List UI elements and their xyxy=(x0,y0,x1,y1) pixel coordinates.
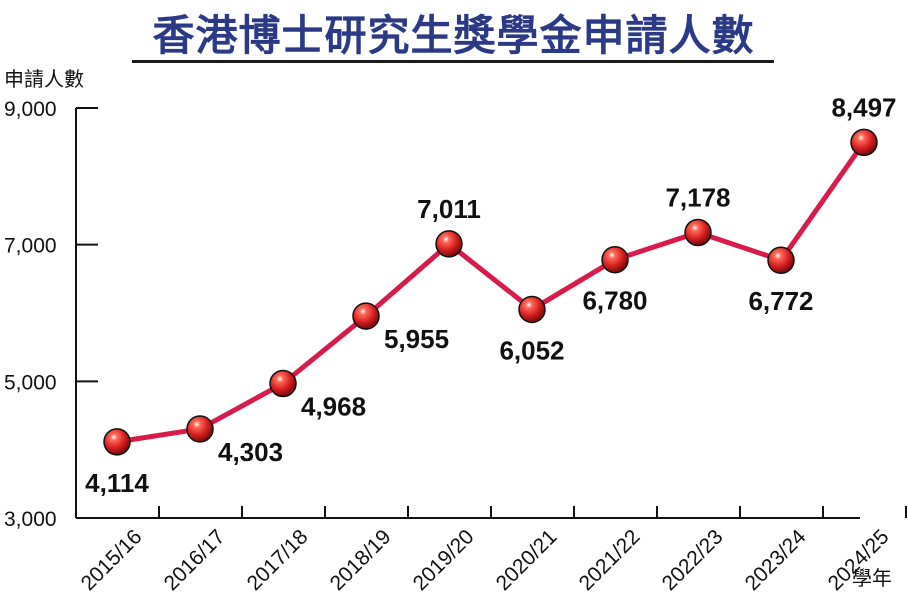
data-label: 7,011 xyxy=(417,194,481,224)
y-tick-label: 3,000 xyxy=(4,508,57,531)
data-label: 4,968 xyxy=(301,392,366,422)
data-label: 6,780 xyxy=(582,286,647,316)
y-tick-label: 5,000 xyxy=(4,371,57,394)
data-label: 7,178 xyxy=(665,183,730,213)
y-axis-label: 申請人數 xyxy=(4,67,84,91)
x-tick-label: 2022/23 xyxy=(658,525,728,595)
x-tick-label: 2023/24 xyxy=(741,525,811,595)
data-label: 4,114 xyxy=(85,468,149,498)
data-label: 4,303 xyxy=(218,437,283,467)
data-point-marker xyxy=(518,295,546,324)
data-point-marker xyxy=(352,302,380,330)
x-tick-label: 2016/17 xyxy=(160,525,230,595)
x-tick-label: 2019/20 xyxy=(409,525,479,595)
data-point-marker xyxy=(850,128,878,157)
chart-title: 香港博士研究生獎學金申請人數 xyxy=(152,11,755,60)
data-point-marker xyxy=(684,218,712,247)
x-tick-label: 2020/21 xyxy=(492,525,562,595)
data-point-marker xyxy=(435,230,463,258)
series-line xyxy=(116,140,867,445)
x-axis-label: 學年 xyxy=(852,566,892,590)
data-label: 8,497 xyxy=(831,92,896,122)
data-point-marker xyxy=(269,369,297,398)
data-point-marker xyxy=(186,415,214,443)
data-point-marker xyxy=(767,246,795,274)
data-label: 6,052 xyxy=(499,335,564,365)
x-tick-label: 2017/18 xyxy=(243,525,313,595)
title-underline xyxy=(132,60,774,63)
x-tick-label: 2015/16 xyxy=(77,525,147,595)
x-tick-label: 2018/19 xyxy=(326,525,396,595)
data-point-marker xyxy=(103,428,131,456)
data-point-marker xyxy=(601,245,629,274)
y-tick-label: 7,000 xyxy=(4,235,57,258)
data-label: 5,955 xyxy=(384,324,449,354)
data-label: 6,772 xyxy=(748,286,813,316)
x-tick-label: 2021/22 xyxy=(575,525,645,595)
y-tick-label: 9,000 xyxy=(4,98,57,121)
